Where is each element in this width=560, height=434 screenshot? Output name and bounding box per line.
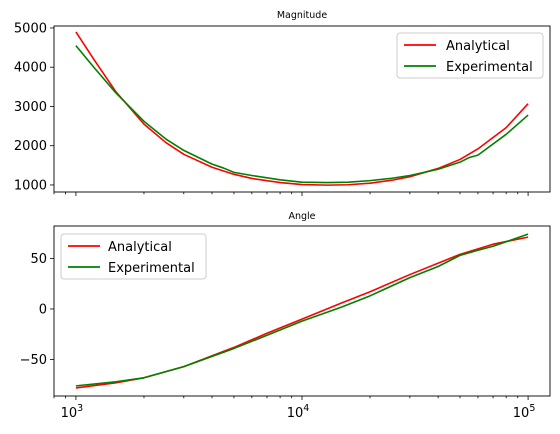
magnitude-series: [75, 31, 529, 186]
angle-title: Angle: [288, 211, 315, 222]
angle-xtick-label: 103: [61, 403, 84, 421]
angle-legend-experimental-label: Experimental: [108, 261, 195, 276]
angle-ytick-label: 0: [39, 302, 47, 317]
magnitude-axes-frame: [53, 25, 551, 193]
magnitude-legend-experimental-label: Experimental: [446, 60, 533, 75]
magnitude-series-analytical: [75, 31, 529, 186]
magnitude-title: Magnitude: [277, 10, 327, 21]
angle-series: [75, 233, 529, 389]
magnitude-ticks: 1000 2000 3000 4000 5000: [14, 21, 529, 196]
angle-xtick-label: 104: [287, 403, 310, 421]
angle-axes-frame: [53, 225, 551, 397]
angle-ticks: −50 0 50 103 104 105: [20, 252, 536, 421]
angle-panel: Angle −50 0 50 103 104 105 Analytical Experim…: [20, 211, 551, 421]
magnitude-legend: Analytical Experimental: [396, 32, 544, 79]
magnitude-series-experimental: [75, 45, 529, 184]
magnitude-ytick-label: 4000: [14, 61, 47, 76]
magnitude-ytick-label: 1000: [14, 178, 47, 193]
angle-ytick-label: −50: [20, 353, 47, 368]
angle-ytick-label: 50: [30, 252, 47, 267]
magnitude-ytick-label: 5000: [14, 21, 47, 36]
magnitude-legend-analytical-label: Analytical: [446, 39, 510, 54]
angle-legend: Analytical Experimental: [60, 233, 207, 280]
magnitude-panel: Magnitude 1000 2000 3000 4000 5000 Analytica…: [14, 10, 551, 196]
magnitude-ytick-label: 2000: [14, 139, 47, 154]
angle-series-experimental: [75, 233, 529, 387]
magnitude-ytick-label: 3000: [14, 100, 47, 115]
angle-legend-analytical-label: Analytical: [108, 240, 172, 255]
angle-xtick-label: 105: [513, 403, 536, 421]
